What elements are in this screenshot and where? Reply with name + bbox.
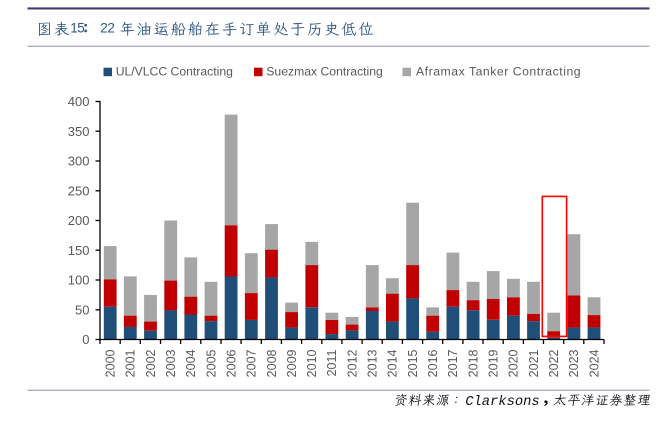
- svg-text:2020: 2020: [507, 349, 521, 377]
- svg-text:2002: 2002: [144, 349, 158, 377]
- svg-text:2018: 2018: [466, 349, 480, 377]
- svg-text:Clarksons: Clarksons: [465, 394, 540, 410]
- svg-text:2021: 2021: [527, 349, 541, 377]
- svg-text:Suezmax Contracting: Suezmax Contracting: [266, 65, 383, 79]
- svg-text:Aframax Tanker Contracting: Aframax Tanker Contracting: [416, 65, 581, 79]
- svg-text:50: 50: [75, 302, 89, 317]
- svg-text:2023: 2023: [567, 349, 581, 377]
- svg-text:100: 100: [68, 273, 90, 288]
- svg-text:200: 200: [68, 213, 90, 228]
- svg-text:300: 300: [68, 154, 90, 169]
- svg-text:15: 15: [70, 21, 84, 36]
- svg-text:2015: 2015: [406, 349, 420, 377]
- svg-text:2003: 2003: [164, 349, 178, 377]
- svg-text:2019: 2019: [487, 349, 501, 377]
- svg-text:350: 350: [68, 124, 90, 139]
- svg-text:2004: 2004: [184, 349, 198, 377]
- svg-text:2008: 2008: [265, 349, 279, 377]
- svg-text:2006: 2006: [224, 349, 238, 377]
- svg-text:2014: 2014: [386, 349, 400, 377]
- svg-text:2011: 2011: [325, 349, 339, 376]
- svg-text:0: 0: [82, 332, 89, 347]
- svg-text:250: 250: [68, 183, 90, 198]
- svg-text:2024: 2024: [587, 349, 601, 377]
- svg-text:2000: 2000: [104, 349, 118, 377]
- svg-text:2012: 2012: [345, 349, 359, 377]
- svg-text:2005: 2005: [204, 349, 218, 377]
- svg-text:UL/VLCC Contracting: UL/VLCC Contracting: [116, 65, 233, 79]
- svg-text:150: 150: [68, 243, 90, 258]
- svg-text:2001: 2001: [124, 349, 138, 377]
- svg-text:2007: 2007: [245, 349, 259, 377]
- svg-text:2009: 2009: [285, 349, 299, 377]
- svg-text:2016: 2016: [426, 349, 440, 377]
- svg-text:2022: 2022: [547, 349, 561, 377]
- svg-text:2010: 2010: [305, 349, 319, 377]
- svg-text:22: 22: [100, 21, 114, 36]
- svg-text:400: 400: [68, 94, 90, 109]
- svg-text:2017: 2017: [446, 349, 460, 377]
- svg-text:2013: 2013: [366, 349, 380, 377]
